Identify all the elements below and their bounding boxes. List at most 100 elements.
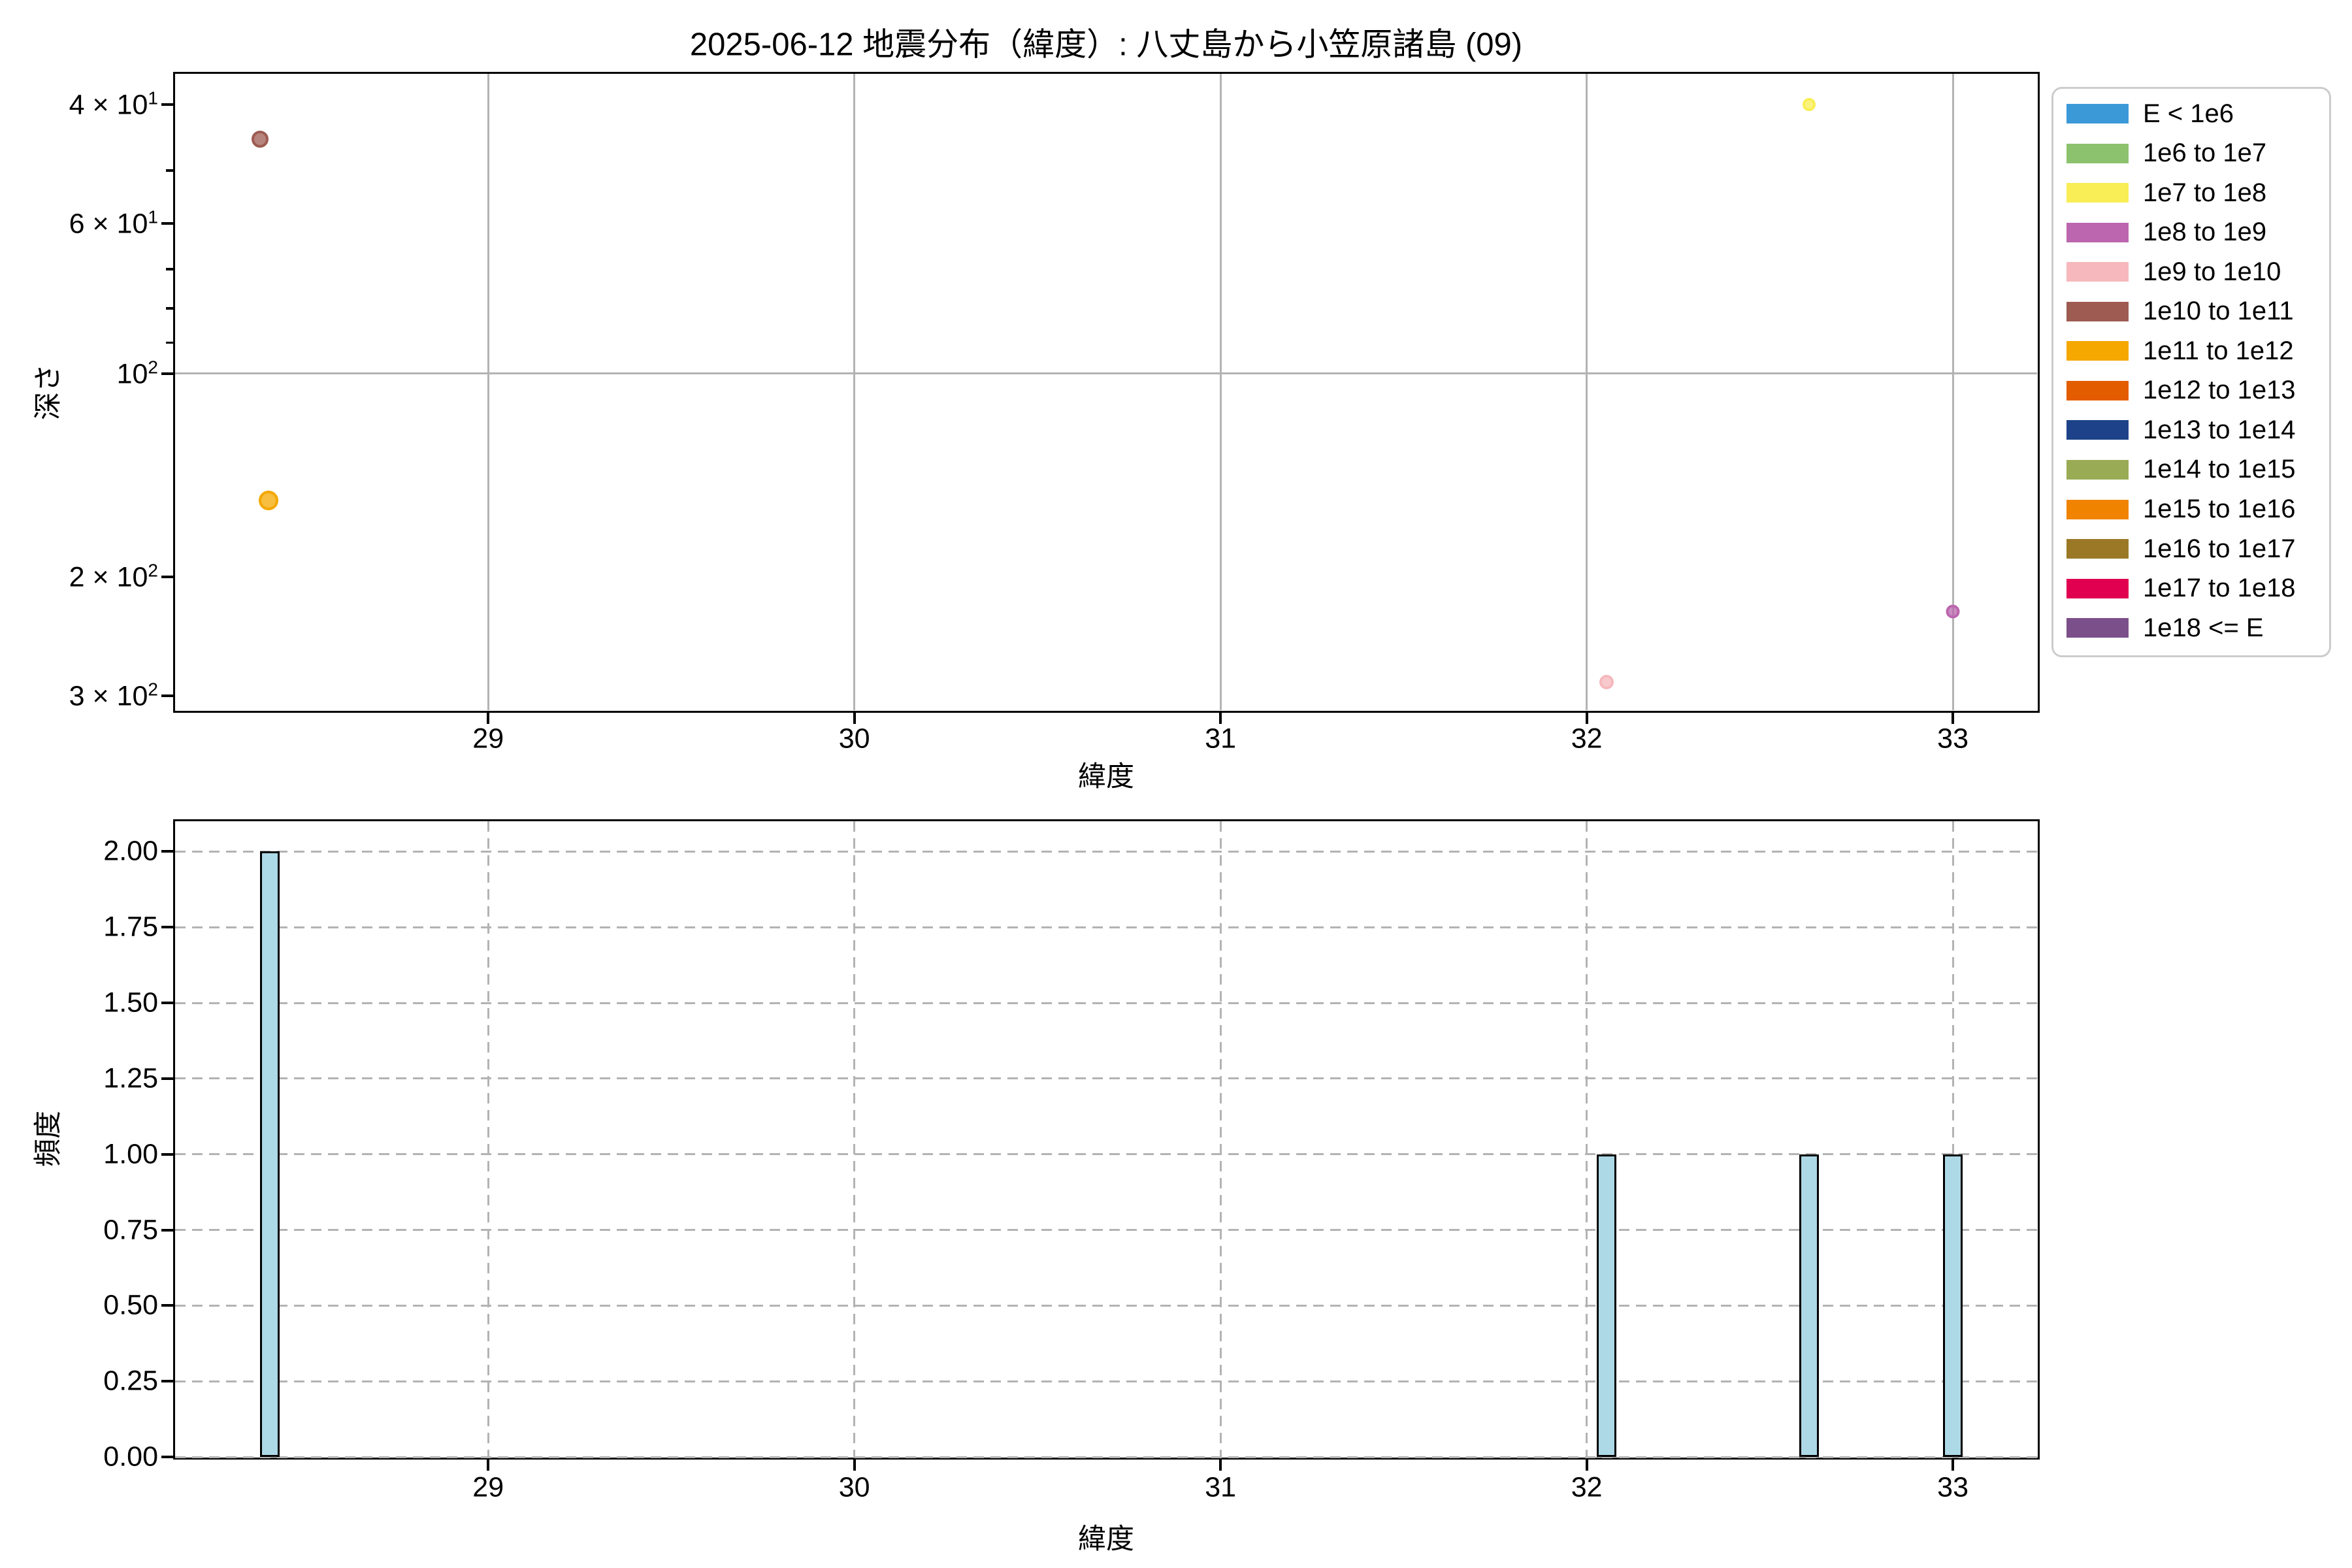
histogram-gridline-horizontal <box>175 1380 2037 1382</box>
scatter-y-minor-tick-mark <box>166 341 173 344</box>
histogram-y-tick-mark <box>161 1077 173 1080</box>
legend-item: 1e10 to 1e11 <box>2053 292 2294 331</box>
scatter-y-tick-mark <box>161 103 173 106</box>
legend-label: 1e9 to 1e10 <box>2143 257 2281 286</box>
histogram-y-tick-label: 1.25 <box>103 1062 158 1094</box>
legend-swatch <box>2066 539 2129 559</box>
legend-label: 1e10 to 1e11 <box>2143 297 2294 326</box>
scatter-x-tick-label: 33 <box>1937 723 1968 755</box>
legend-swatch <box>2066 420 2129 440</box>
histogram-gridline-vertical <box>853 821 856 1457</box>
scatter-y-tick-label: 102 <box>116 357 158 390</box>
scatter-x-tick-label: 30 <box>838 723 870 755</box>
legend-label: 1e12 to 1e13 <box>2143 376 2296 405</box>
histogram-y-tick-mark <box>161 1152 173 1156</box>
chart-title: 2025-06-12 地震分布（緯度）: 八丈島から小笠原諸島 (09) <box>689 27 1523 63</box>
legend-label: 1e14 to 1e15 <box>2143 455 2296 484</box>
scatter-gridline-vertical <box>853 74 856 710</box>
legend-label: E < 1e6 <box>2143 99 2234 128</box>
scatter-gridline-vertical <box>1952 74 1954 710</box>
legend-item: E < 1e6 <box>2053 94 2234 133</box>
legend-label: 1e15 to 1e16 <box>2143 495 2296 523</box>
legend-swatch <box>2066 262 2129 282</box>
legend-label: 1e16 to 1e17 <box>2143 534 2296 563</box>
scatter-point-1e10-to-1e11 <box>252 131 269 148</box>
scatter-x-tick-mark <box>1585 712 1588 724</box>
histogram-gridline-horizontal <box>175 1002 2037 1004</box>
scatter-y-tick-label: 4 × 101 <box>69 88 158 121</box>
scatter-x-tick-label: 32 <box>1571 723 1603 755</box>
histogram-y-tick-label: 1.75 <box>103 911 158 943</box>
legend-item: 1e12 to 1e13 <box>2053 371 2296 410</box>
histogram-y-tick-mark <box>161 1380 173 1383</box>
legend-swatch <box>2066 341 2129 361</box>
histogram-x-tick-mark <box>487 1459 490 1471</box>
scatter-x-tick-mark <box>853 712 856 724</box>
legend-item: 1e15 to 1e16 <box>2053 490 2296 529</box>
histogram-y-tick-label: 0.25 <box>103 1365 158 1397</box>
histogram-y-tick-mark <box>161 1002 173 1004</box>
histogram-plot-frame <box>172 819 2040 1460</box>
legend-swatch <box>2066 143 2129 163</box>
histogram-gridline-horizontal <box>175 1456 2037 1458</box>
histogram-x-tick-label: 31 <box>1205 1471 1237 1503</box>
histogram-gridline-vertical <box>1586 821 1588 1457</box>
histogram-x-axis-label: 緯度 <box>1078 1524 1134 1555</box>
histogram-bar <box>1943 1154 1963 1457</box>
histogram-x-tick-mark <box>1952 1459 1955 1471</box>
legend: E < 1e6 1e6 to 1e7 1e7 to 1e8 1e8 to 1e9 1e9… <box>2051 87 2331 657</box>
scatter-y-tick-mark <box>161 576 173 579</box>
histogram-y-tick-label: 0.00 <box>103 1441 158 1473</box>
scatter-y-tick-label: 2 × 102 <box>69 560 158 593</box>
histogram-bar <box>1799 1154 1819 1457</box>
legend-label: 1e13 to 1e14 <box>2143 415 2296 444</box>
legend-swatch <box>2066 222 2129 242</box>
histogram-bar <box>259 851 280 1457</box>
histogram-y-tick-mark <box>161 850 173 853</box>
histogram-gridline-horizontal <box>175 1077 2037 1080</box>
histogram-gridline-vertical <box>1952 821 1954 1457</box>
histogram-bar <box>1597 1154 1617 1457</box>
legend-item: 1e17 to 1e18 <box>2053 569 2296 608</box>
legend-item: 1e13 to 1e14 <box>2053 410 2296 449</box>
legend-item: 1e16 to 1e17 <box>2053 529 2296 568</box>
histogram-x-tick-mark <box>1585 1459 1588 1471</box>
legend-swatch <box>2066 499 2129 519</box>
legend-label: 1e17 to 1e18 <box>2143 574 2296 603</box>
histogram-y-tick-label: 1.00 <box>103 1138 158 1170</box>
legend-swatch <box>2066 459 2129 480</box>
histogram-gridline-vertical <box>487 821 489 1457</box>
scatter-y-minor-tick-mark <box>166 268 173 270</box>
histogram-gridline-vertical <box>1219 821 1222 1457</box>
scatter-y-tick-label: 3 × 102 <box>69 679 158 712</box>
scatter-gridline-vertical <box>1219 74 1222 710</box>
legend-swatch <box>2066 183 2129 203</box>
histogram-x-tick-mark <box>1219 1459 1222 1471</box>
scatter-y-tick-mark <box>161 222 173 225</box>
histogram-y-tick-label: 0.50 <box>103 1289 158 1321</box>
scatter-y-minor-tick-mark <box>166 169 173 172</box>
scatter-gridline-vertical <box>1586 74 1588 710</box>
histogram-x-tick-label: 32 <box>1571 1471 1603 1503</box>
legend-item: 1e7 to 1e8 <box>2053 173 2266 212</box>
legend-label: 1e18 <= E <box>2143 613 2264 642</box>
scatter-gridline-vertical <box>487 74 489 710</box>
legend-item: 1e8 to 1e9 <box>2053 213 2266 252</box>
legend-swatch <box>2066 104 2129 123</box>
legend-label: 1e6 to 1e7 <box>2143 139 2267 168</box>
legend-label: 1e7 to 1e8 <box>2143 178 2267 207</box>
legend-item: 1e14 to 1e15 <box>2053 450 2296 489</box>
histogram-x-tick-label: 29 <box>472 1471 504 1503</box>
scatter-y-tick-label: 6 × 101 <box>69 206 158 240</box>
histogram-y-tick-label: 1.50 <box>103 987 158 1019</box>
scatter-point-1e8-to-1e9 <box>1946 604 1960 619</box>
legend-label: 1e11 to 1e12 <box>2143 336 2294 365</box>
scatter-y-minor-tick-mark <box>166 307 173 310</box>
legend-label: 1e8 to 1e9 <box>2143 218 2267 247</box>
scatter-x-tick-mark <box>1219 712 1222 724</box>
histogram-y-tick-mark <box>161 1456 173 1458</box>
scatter-x-tick-label: 31 <box>1205 723 1237 755</box>
scatter-x-tick-mark <box>1952 712 1955 724</box>
histogram-x-tick-label: 33 <box>1937 1471 1968 1503</box>
